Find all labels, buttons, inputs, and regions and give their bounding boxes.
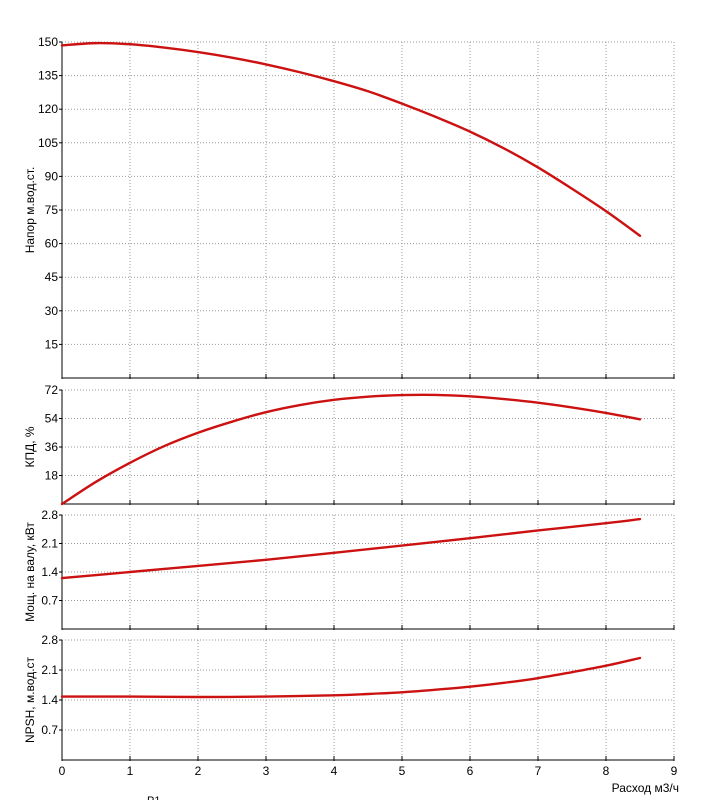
y-tick-label: 2.1: [41, 537, 58, 551]
series-line-3: [60, 517, 642, 580]
y-tick-label: 75: [45, 203, 59, 217]
y-tick-label: 45: [45, 270, 59, 284]
y-axis-title: Мощ. на валу, кВт: [23, 522, 37, 622]
y-tick-label: 72: [45, 383, 59, 397]
y-tick-label: 0.7: [41, 723, 58, 737]
x-tick-label: 7: [535, 764, 542, 778]
y-tick-label: 30: [45, 304, 59, 318]
y-tick-label: 15: [45, 337, 59, 351]
y-tick-label: 18: [45, 469, 59, 483]
x-tick-label: 3: [263, 764, 270, 778]
x-tick-label: 9: [671, 764, 678, 778]
x-axis-title: Расход м3/ч: [612, 781, 679, 795]
y-tick-label: 120: [38, 102, 58, 116]
x-tick-label: 4: [331, 764, 338, 778]
y-tick-label: 36: [45, 440, 59, 454]
y-tick-label: 1.4: [41, 565, 58, 579]
y-tick-label: 2.8: [41, 633, 58, 647]
x-tick-label: 1: [127, 764, 134, 778]
panel-4: 0.7 1.4 2.1 2.8 0 1 2 3 4 5 6 7 8 9 NPSH, м.вод.ст: [23, 633, 678, 778]
y-tick-label: 54: [45, 412, 59, 426]
x-tick-label: 6: [467, 764, 474, 778]
panel-1: 15 30 45 60 75 90 105 120 135 150 Напор м.вод.ст.: [23, 35, 675, 379]
y-axis-title: Напор м.вод.ст.: [23, 167, 37, 254]
x-tick-label: 5: [399, 764, 406, 778]
y-tick-label: 150: [38, 35, 58, 49]
footer-label: P1: [147, 795, 160, 800]
y-tick-label: 2.8: [41, 508, 58, 522]
panel-3: 0.7 1.4 2.1 2.8 Мощ. на валу, кВт: [23, 508, 675, 630]
y-tick-label: 105: [38, 136, 58, 150]
y-tick-label: 1.4: [41, 693, 58, 707]
y-tick-label: 0.7: [41, 594, 58, 608]
series-line-4: [60, 656, 642, 699]
x-tick-label: 2: [195, 764, 202, 778]
y-axis-title: КПД, %: [23, 426, 37, 467]
y-tick-label: 90: [45, 169, 59, 183]
series-line-1: [60, 41, 642, 237]
series-line-2: [60, 393, 642, 506]
x-tick-label: 8: [603, 764, 610, 778]
y-tick-label: 2.1: [41, 663, 58, 677]
x-tick-label: 0: [59, 764, 66, 778]
y-axis-title: NPSH, м.вод.ст: [23, 656, 37, 743]
y-tick-label: 135: [38, 69, 58, 83]
y-tick-label: 60: [45, 237, 59, 251]
panel-2: 18 36 54 72 КПД, %: [23, 383, 675, 506]
